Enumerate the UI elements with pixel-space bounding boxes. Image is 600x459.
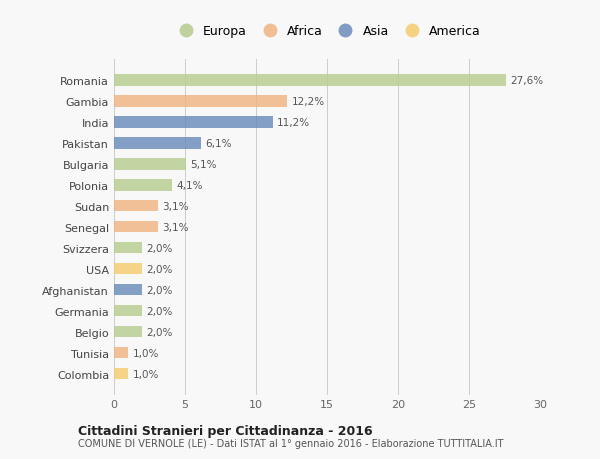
Text: 3,1%: 3,1%	[162, 202, 189, 211]
Bar	[114, 368, 128, 380]
Text: 27,6%: 27,6%	[510, 76, 544, 86]
Text: 6,1%: 6,1%	[205, 139, 232, 148]
Bar	[114, 284, 142, 296]
Text: 12,2%: 12,2%	[292, 96, 325, 106]
Text: COMUNE DI VERNOLE (LE) - Dati ISTAT al 1° gennaio 2016 - Elaborazione TUTTITALIA: COMUNE DI VERNOLE (LE) - Dati ISTAT al 1…	[78, 438, 503, 448]
Text: 1,0%: 1,0%	[133, 369, 159, 379]
Text: 2,0%: 2,0%	[146, 285, 173, 295]
Text: Cittadini Stranieri per Cittadinanza - 2016: Cittadini Stranieri per Cittadinanza - 2…	[78, 424, 373, 437]
Text: 1,0%: 1,0%	[133, 348, 159, 358]
Bar	[114, 263, 142, 275]
Bar	[114, 159, 187, 170]
Bar	[114, 242, 142, 254]
Bar	[114, 221, 158, 233]
Text: 2,0%: 2,0%	[146, 327, 173, 337]
Text: 11,2%: 11,2%	[277, 118, 310, 128]
Legend: Europa, Africa, Asia, America: Europa, Africa, Asia, America	[170, 22, 484, 40]
Text: 2,0%: 2,0%	[146, 243, 173, 253]
Bar	[114, 117, 273, 128]
Text: 3,1%: 3,1%	[162, 222, 189, 232]
Text: 2,0%: 2,0%	[146, 264, 173, 274]
Text: 5,1%: 5,1%	[191, 159, 217, 169]
Bar	[114, 305, 142, 317]
Bar	[114, 138, 200, 149]
Bar	[114, 96, 287, 107]
Bar	[114, 75, 506, 86]
Text: 2,0%: 2,0%	[146, 306, 173, 316]
Bar	[114, 347, 128, 358]
Text: 4,1%: 4,1%	[176, 180, 203, 190]
Bar	[114, 201, 158, 212]
Bar	[114, 179, 172, 191]
Bar	[114, 326, 142, 338]
